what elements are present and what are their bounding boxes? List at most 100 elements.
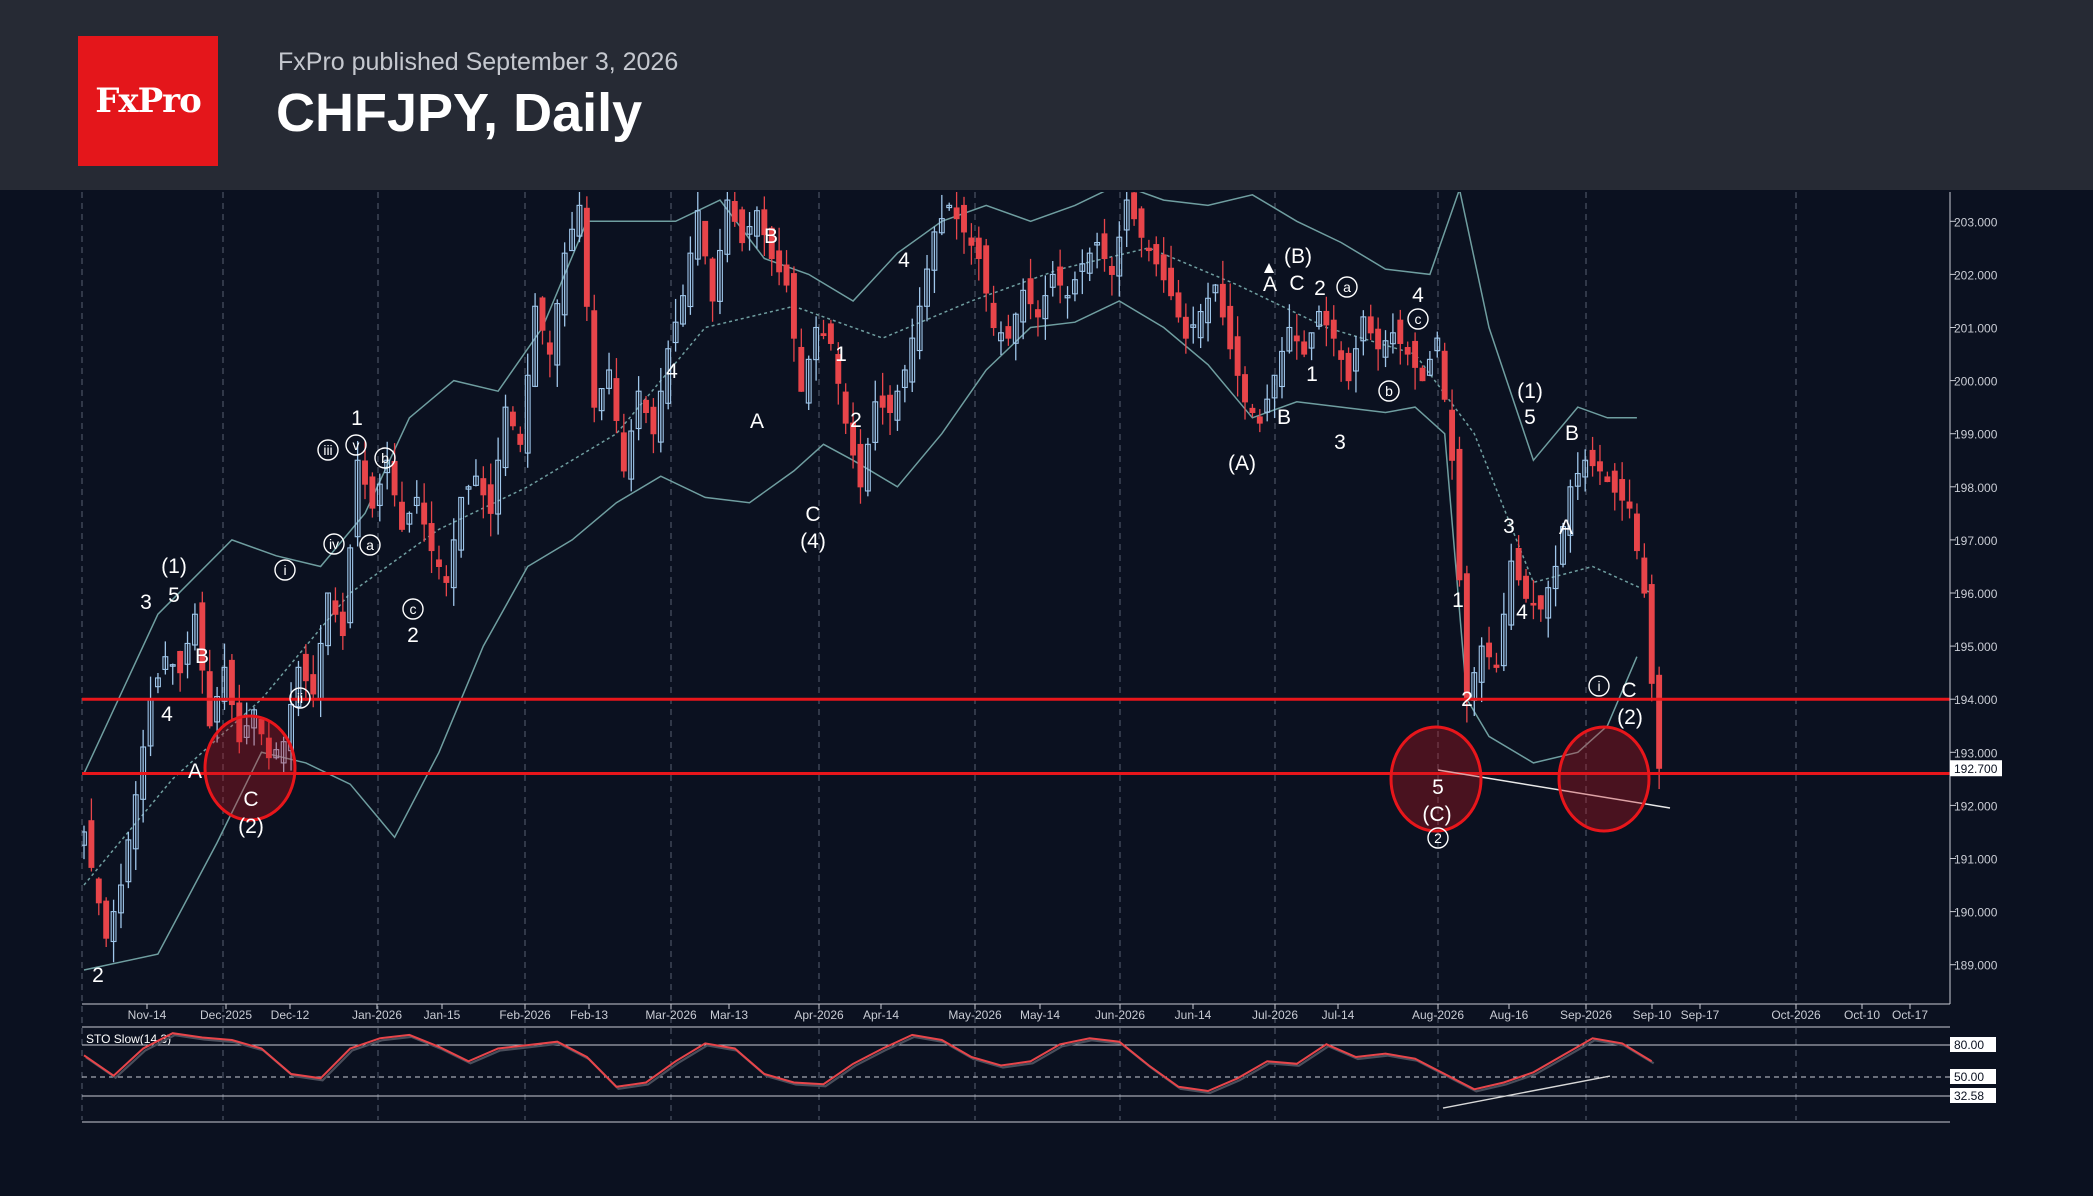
candle-body — [938, 218, 945, 234]
circled-wave-marker — [323, 533, 345, 555]
candle-body — [1500, 613, 1507, 667]
candle-body — [835, 354, 842, 384]
date-tick-label: Sep-10 — [1633, 1008, 1672, 1022]
date-tick-label: Jan-2026 — [352, 1008, 402, 1022]
candle-body — [709, 258, 716, 302]
price-tick-label: 192.000 — [1954, 799, 1998, 813]
candle-body — [1168, 267, 1175, 297]
bollinger-bands — [83, 192, 1653, 971]
candle-body — [1545, 587, 1552, 619]
candle-body — [280, 741, 287, 764]
candle-body — [110, 911, 117, 943]
candle-body — [1523, 575, 1529, 599]
stoch-level-box — [1950, 1088, 1996, 1103]
candle-body — [613, 378, 620, 421]
candle-body — [850, 422, 857, 456]
date-tick-label: Nov-14 — [128, 1008, 167, 1022]
candle-body — [783, 264, 790, 286]
wave-label: 5 — [1432, 776, 1444, 799]
candle-body — [177, 650, 184, 674]
candle-body — [487, 484, 494, 514]
candle-body — [354, 459, 361, 538]
candle-body — [495, 459, 502, 515]
wave-label: B — [1565, 422, 1579, 445]
date-axis: Nov-14 Dec-2025 Dec-12 Jan-2026 Jan-15 Feb-20… — [82, 1003, 1950, 1022]
candle-body — [1456, 448, 1463, 581]
candle-body — [583, 207, 590, 307]
price-tick-label: 200.000 — [1954, 375, 1998, 389]
wave-label: B — [764, 225, 778, 248]
circled-wave-marker — [359, 534, 381, 556]
candle-body — [339, 611, 346, 637]
candle-body — [472, 475, 479, 486]
candle-body — [132, 794, 139, 850]
date-tick-label: Mar-13 — [710, 1008, 748, 1022]
candle-body — [672, 321, 679, 344]
candle-body — [1345, 352, 1352, 382]
wave-label: (1) — [1517, 380, 1543, 403]
candle-body — [576, 204, 583, 237]
candle-body — [961, 204, 967, 233]
trend-line — [1437, 769, 1671, 809]
candle-body — [1153, 244, 1160, 265]
price-tick-label: 202.000 — [1954, 268, 1998, 282]
candle-body — [1567, 486, 1574, 536]
circled-wave-marker — [402, 598, 424, 620]
candle-body — [872, 401, 879, 443]
highlight-circles — [203, 714, 1651, 833]
price-tick-label: 189.000 — [1954, 959, 1998, 973]
stoch-level-box — [1950, 1069, 1996, 1084]
candle-body — [798, 346, 805, 392]
wave-label: A — [188, 760, 202, 783]
candle-body — [702, 220, 709, 257]
candle-body — [1426, 358, 1433, 376]
wave-label: 2 — [1314, 277, 1326, 300]
candle-body — [243, 725, 250, 738]
candle-body — [1656, 674, 1663, 769]
candle-body — [295, 666, 302, 708]
price-tick-label: 199.000 — [1954, 428, 1998, 442]
candle-body — [680, 295, 686, 325]
date-tick-label: Jul-14 — [1322, 1008, 1355, 1022]
candle-body — [1360, 316, 1367, 342]
candle-body — [606, 369, 612, 389]
candle-body — [406, 512, 413, 525]
price-tick-label: 201.000 — [1954, 322, 1998, 336]
candle-body — [901, 369, 908, 389]
candle-body — [990, 302, 997, 329]
candle-body — [1035, 309, 1041, 318]
circled-wave-marker — [317, 439, 339, 461]
highlight-circle — [1389, 725, 1483, 833]
wave-label: A — [1559, 516, 1573, 539]
candle-body — [924, 268, 930, 307]
candle-body — [1397, 319, 1404, 344]
candle-body — [665, 348, 672, 404]
candle-body — [1138, 208, 1145, 238]
candle-body — [1449, 409, 1456, 461]
wave-label: 1 — [1452, 589, 1464, 612]
upper-band-line — [83, 192, 1637, 774]
candle-body — [739, 209, 746, 244]
wave-label: (4) — [800, 530, 826, 553]
circled-wave-label: i — [1597, 678, 1600, 694]
candle-body — [879, 395, 886, 408]
candle-body — [1064, 295, 1071, 299]
candle-body — [1197, 311, 1204, 339]
stochastic-label: STO Slow(14,3) — [86, 1032, 171, 1046]
candle-body — [199, 602, 206, 671]
candle-body — [776, 250, 783, 273]
candle-body — [125, 839, 132, 883]
candle-body — [1005, 326, 1012, 339]
candle-body — [1537, 595, 1544, 610]
candle-body — [502, 406, 509, 469]
candle-body — [1589, 449, 1596, 467]
candle-body — [1308, 332, 1315, 349]
candle-body — [1338, 350, 1345, 360]
candle-body — [214, 695, 221, 723]
fxpro-logo: FxPro — [78, 36, 218, 166]
wave-label: C — [805, 503, 820, 526]
wave-label: 2 — [407, 624, 419, 647]
candle-body — [184, 642, 191, 665]
wave-label: C — [1621, 679, 1636, 702]
wave-label: 5 — [1524, 406, 1536, 429]
